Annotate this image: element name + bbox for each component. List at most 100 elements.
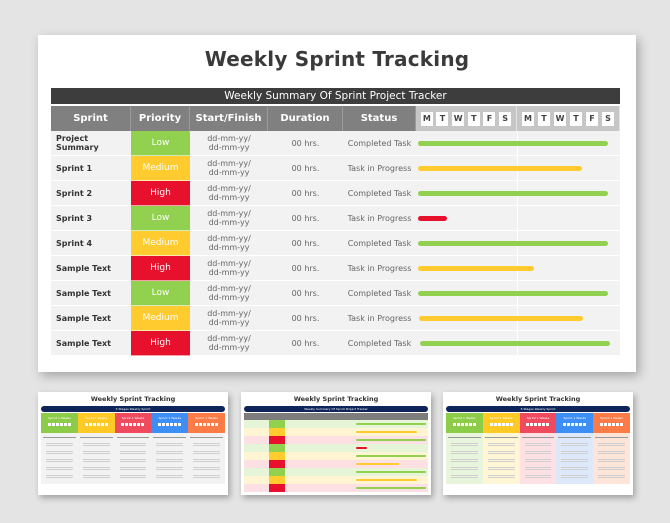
stage-column: Sprint 1 Weeks — [446, 413, 483, 484]
placeholder-text-line — [46, 469, 73, 470]
placeholder-text-line — [119, 475, 147, 476]
slide-thumbnail-1[interactable]: Weekly Sprint Tracking 5 Stages Weekly S… — [38, 392, 228, 495]
thumbnail-title: Weekly Sprint Tracking — [293, 395, 379, 403]
mini-progress-bar — [356, 463, 399, 465]
gantt-timeline-cell — [416, 156, 620, 181]
finish-date: dd-mm-yy — [208, 193, 250, 202]
week-1-days: M T W T F S — [416, 106, 517, 131]
finish-date: dd-mm-yy — [208, 318, 250, 327]
stage-header: Sprint 1 Weeks — [446, 413, 483, 433]
mini-tracker-table — [244, 413, 428, 492]
placeholder-text-line — [451, 467, 478, 468]
placeholder-text-line — [561, 453, 589, 454]
placeholder-text-line — [451, 475, 478, 476]
placeholder-text-line — [598, 459, 625, 460]
mini-day-boxes — [563, 423, 587, 426]
column-header-start-finish: Start/Finish — [190, 106, 268, 131]
stage-timeline — [484, 437, 518, 438]
finish-date: dd-mm-yy — [208, 143, 250, 152]
placeholder-text-line — [82, 451, 110, 452]
placeholder-text-line — [119, 445, 147, 446]
duration-cell: 00 hrs. — [268, 281, 343, 306]
stage-header: Sprint 1 Weeks — [593, 413, 630, 433]
day-label: M — [522, 111, 534, 126]
placeholder-text-line — [598, 469, 625, 470]
status-cell: Completed Task — [343, 281, 416, 306]
finish-date: dd-mm-yy — [208, 293, 250, 302]
placeholder-text-line — [598, 445, 625, 446]
placeholder-text-line — [82, 453, 110, 454]
slide-thumbnail-2[interactable]: Weekly Sprint Tracking Weekly Summary Of… — [241, 392, 431, 495]
mini-table-row — [244, 444, 428, 452]
placeholder-text-line — [82, 475, 110, 476]
stage-header: Sprint 1 Weeks — [41, 413, 78, 433]
placeholder-text-line — [561, 461, 589, 462]
stage-label: Sprint 1 Weeks — [48, 416, 71, 420]
placeholder-text-line — [451, 443, 478, 444]
placeholder-text-line — [193, 467, 220, 468]
progress-bar — [418, 166, 582, 171]
priority-badge: Low — [131, 131, 190, 156]
stage-column: Sprint 1 Weeks — [41, 413, 78, 484]
start-finish-cell: dd-mm-yy/dd-mm-yy — [190, 256, 268, 281]
mini-priority-badge — [269, 436, 285, 444]
placeholder-text-line — [561, 451, 589, 452]
main-slide[interactable]: Weekly Sprint Tracking Weekly Summary Of… — [38, 35, 636, 372]
placeholder-text-line — [487, 453, 515, 454]
finish-date: dd-mm-yy — [208, 243, 250, 252]
priority-badge: High — [131, 181, 190, 206]
placeholder-text-line — [156, 477, 184, 478]
stage-body — [446, 433, 483, 484]
table-title-bar: Weekly Summary Of Sprint Project Tracker — [51, 88, 620, 104]
mini-day-boxes — [489, 423, 513, 426]
gantt-timeline-cell — [416, 256, 620, 281]
placeholder-text-line — [561, 443, 589, 444]
tracker-grid: Sprint Priority Start/Finish Duration St… — [51, 106, 620, 356]
sprint-name-cell: Sample Text — [51, 281, 131, 306]
placeholder-text-line — [156, 461, 184, 462]
mini-progress-bar — [356, 455, 426, 457]
start-finish-cell: dd-mm-yy/dd-mm-yy — [190, 131, 268, 156]
stage-body — [519, 433, 557, 484]
placeholder-text-line — [193, 451, 220, 452]
placeholder-text-line — [451, 453, 478, 454]
placeholder-text-line — [119, 451, 147, 452]
mini-table-row — [244, 428, 428, 436]
slide-thumbnail-3[interactable]: Weekly Sprint Tracking 5 Stages Weekly S… — [443, 392, 633, 495]
placeholder-text-line — [451, 461, 478, 462]
placeholder-text-line — [193, 475, 220, 476]
placeholder-text-line — [156, 459, 184, 460]
mini-day-boxes — [84, 423, 108, 426]
stage-header: Sprint 1 Weeks — [77, 413, 115, 433]
mini-progress-bar — [356, 431, 417, 433]
placeholder-text-line — [524, 477, 552, 478]
placeholder-text-line — [46, 461, 73, 462]
mini-day-boxes — [195, 423, 219, 426]
priority-badge: Low — [131, 206, 190, 231]
stage-header: Sprint 1 Weeks — [556, 413, 594, 433]
placeholder-text-line — [451, 459, 478, 460]
placeholder-text-line — [82, 445, 110, 446]
placeholder-text-line — [487, 477, 515, 478]
stage-timeline — [190, 437, 223, 438]
mini-priority-badge — [269, 444, 285, 452]
placeholder-text-line — [524, 459, 552, 460]
placeholder-text-line — [451, 477, 478, 478]
day-label: S — [602, 111, 614, 126]
gantt-timeline-cell — [416, 281, 620, 306]
placeholder-text-line — [46, 443, 73, 444]
stage-column: Sprint 1 Weeks — [77, 413, 115, 484]
progress-bar — [418, 141, 608, 146]
mini-table-row — [244, 436, 428, 444]
placeholder-text-line — [82, 467, 110, 468]
placeholder-text-line — [119, 459, 147, 460]
mini-table-row — [244, 460, 428, 468]
placeholder-text-line — [487, 467, 515, 468]
mini-progress-bar — [356, 439, 426, 441]
start-finish-cell: dd-mm-yy/dd-mm-yy — [190, 331, 268, 356]
placeholder-text-line — [46, 453, 73, 454]
start-date: dd-mm-yy/ — [207, 309, 251, 318]
duration-cell: 00 hrs. — [268, 206, 343, 231]
gantt-timeline-cell — [416, 231, 620, 256]
finish-date: dd-mm-yy — [208, 218, 250, 227]
